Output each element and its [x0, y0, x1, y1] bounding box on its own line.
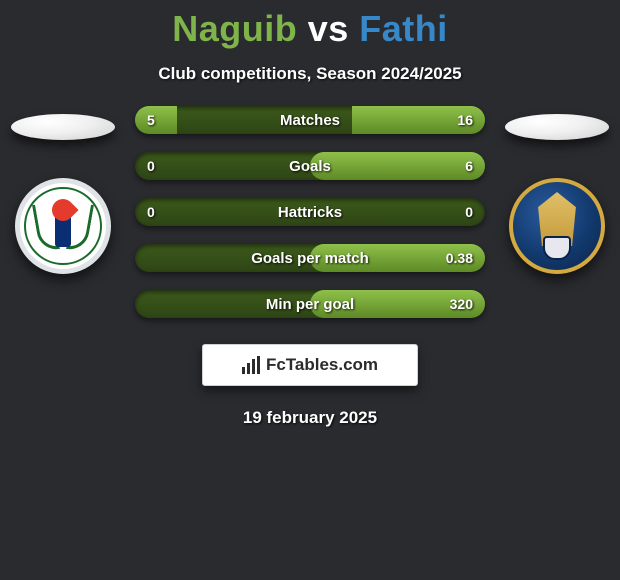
stat-label: Min per goal: [266, 296, 354, 313]
stat-value-left: 5: [147, 112, 155, 128]
stat-label: Hattricks: [278, 204, 342, 221]
season-subtitle: Club competitions, Season 2024/2025: [0, 64, 620, 84]
stat-row: 0 Goals 6: [135, 152, 485, 180]
stat-value-right: 320: [450, 296, 473, 312]
right-player-disc: [505, 114, 609, 140]
player-right-name: Fathi: [359, 8, 448, 49]
stat-row: Goals per match 0.38: [135, 244, 485, 272]
stat-value-right: 16: [457, 112, 473, 128]
left-club-badge: [15, 178, 111, 274]
stat-fill-right: [310, 152, 485, 180]
stat-label: Goals: [289, 158, 331, 175]
vs-text: vs: [308, 8, 349, 49]
comparison-title: Naguib vs Fathi: [0, 0, 620, 50]
stat-value-left: 0: [147, 204, 155, 220]
right-club-badge: [509, 178, 605, 274]
attribution-box[interactable]: FcTables.com: [202, 344, 418, 386]
stat-row: 0 Hattricks 0: [135, 198, 485, 226]
stat-label: Goals per match: [251, 250, 369, 267]
stat-row: 5 Matches 16: [135, 106, 485, 134]
stat-value-left: 0: [147, 158, 155, 174]
attribution-brand: FcTables.com: [266, 355, 378, 375]
left-player-column: [8, 106, 118, 274]
stat-label: Matches: [280, 112, 340, 129]
bar-chart-icon: [242, 356, 260, 374]
left-player-disc: [11, 114, 115, 140]
shield-icon: [543, 236, 571, 260]
stats-bars: 5 Matches 16 0 Goals 6 0 Hattricks 0 Goals per ma…: [135, 106, 485, 318]
snapshot-date: 19 february 2025: [0, 408, 620, 428]
right-player-column: [502, 106, 612, 274]
player-left-name: Naguib: [172, 8, 297, 49]
stat-value-right: 0.38: [446, 250, 473, 266]
comparison-body: 5 Matches 16 0 Goals 6 0 Hattricks 0 Goals per ma…: [0, 106, 620, 428]
stat-value-right: 0: [465, 204, 473, 220]
stat-row: Min per goal 320: [135, 290, 485, 318]
stat-fill-left: [135, 106, 177, 134]
stat-value-right: 6: [465, 158, 473, 174]
